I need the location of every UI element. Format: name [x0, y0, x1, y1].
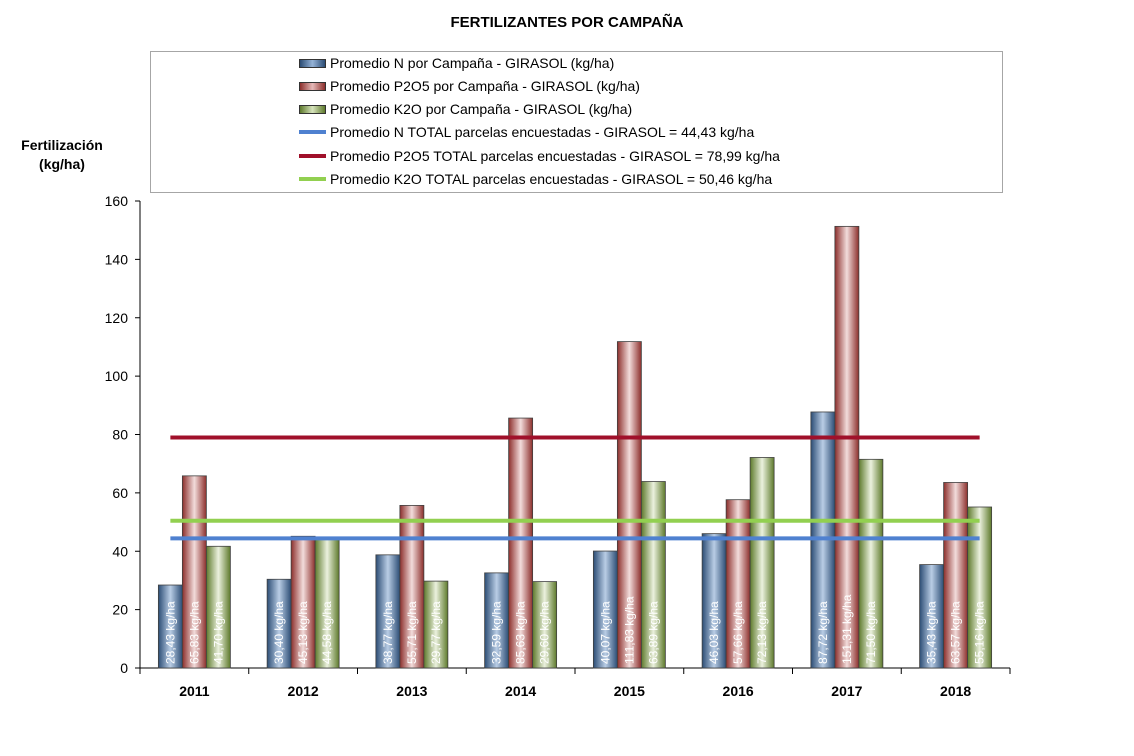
legend-label: Promedio N TOTAL parcelas encuestadas - … [330, 124, 755, 140]
bar-s1-2018 [943, 482, 969, 669]
bar-s2-2012 [314, 537, 340, 669]
chart-title: FERTILIZANTES POR CAMPAÑA [450, 14, 684, 31]
y-axis-label-line1: Fertilización [21, 137, 103, 153]
bar-s0-2012 [266, 578, 292, 669]
bar-data-label: 28,43 kg/ha [163, 601, 177, 664]
bar-s1-2015 [616, 341, 642, 669]
x-tick-label: 2017 [831, 683, 862, 699]
bar-s2-2018 [967, 506, 993, 669]
bar-s1-2017 [834, 225, 860, 669]
bar-data-label: 44,58 kg/ha [320, 601, 334, 664]
legend-swatch-k2o [299, 104, 326, 114]
y-tick-label: 40 [112, 543, 128, 559]
bar-data-label: 151,31 kg/ha [840, 594, 854, 664]
y-tick-label: 20 [112, 602, 128, 618]
y-tick-label: 120 [105, 310, 129, 326]
bar-data-label: 87,72 kg/ha [816, 601, 830, 664]
bar-data-label: 57,66 kg/ha [731, 601, 745, 664]
bar-s0-2014 [484, 572, 510, 669]
legend-label: Promedio P2O5 por Campaña - GIRASOL (kg/… [330, 78, 640, 94]
bar-data-label: 72,13 kg/ha [755, 601, 769, 664]
bar-s2-2016 [749, 457, 775, 669]
y-tick-label: 100 [105, 368, 129, 384]
bar-data-label: 46,03 kg/ha [707, 601, 721, 664]
bar-s2-2013 [423, 580, 449, 669]
bar-data-label: 63,89 kg/ha [646, 601, 660, 664]
bar-s0-2018 [919, 564, 945, 669]
bar-s2-2014 [532, 581, 558, 669]
x-tick-label: 2018 [940, 683, 971, 699]
bar-data-label: 65,83 kg/ha [187, 601, 201, 664]
x-tick-label: 2011 [179, 683, 210, 699]
bar-data-label: 71,50 kg/ha [864, 601, 878, 664]
x-tick-label: 2015 [614, 683, 645, 699]
bar-data-label: 38,77 kg/ha [381, 601, 395, 664]
x-tick-label: 2016 [723, 683, 754, 699]
legend-item-n-bar: Promedio N por Campaña - GIRASOL (kg/ha) [299, 53, 614, 73]
bar-data-label: 85,63 kg/ha [514, 601, 528, 664]
legend-item-k2o-line: Promedio K2O TOTAL parcelas encuestadas … [299, 169, 772, 189]
bar-data-label: 29,60 kg/ha [538, 601, 552, 664]
legend-label: Promedio K2O por Campaña - GIRASOL (kg/h… [330, 101, 633, 117]
legend-line-p2o5 [299, 154, 326, 158]
legend-line-k2o [299, 177, 326, 181]
y-tick-label: 80 [112, 427, 128, 443]
y-axis-label-line2: (kg/ha) [39, 156, 85, 172]
legend-item-p2o5-bar: Promedio P2O5 por Campaña - GIRASOL (kg/… [299, 76, 640, 96]
legend-label: Promedio P2O5 TOTAL parcelas encuestadas… [330, 148, 780, 164]
bar-data-label: 40,07 kg/ha [598, 601, 612, 664]
bar-s0-2016 [701, 533, 727, 669]
legend-line-n [299, 130, 326, 134]
legend-item-p2o5-line: Promedio P2O5 TOTAL parcelas encuestadas… [299, 146, 780, 166]
bar-data-label: 30,40 kg/ha [272, 601, 286, 664]
x-tick-label: 2013 [396, 683, 427, 699]
bar-s0-2015 [592, 550, 618, 669]
bar-data-label: 63,57 kg/ha [949, 601, 963, 664]
y-tick-label: 60 [112, 485, 128, 501]
legend-swatch-p2o5 [299, 81, 326, 91]
x-tick-label: 2014 [505, 683, 536, 699]
legend-label: Promedio N por Campaña - GIRASOL (kg/ha) [330, 55, 615, 71]
bar-data-label: 55,16 kg/ha [973, 601, 987, 664]
y-axis-label: Fertilización (kg/ha) [10, 136, 114, 174]
bar-s2-2011 [205, 545, 231, 669]
bar-data-label: 29,77 kg/ha [429, 601, 443, 664]
bar-s2-2017 [858, 458, 884, 669]
legend-item-k2o-bar: Promedio K2O por Campaña - GIRASOL (kg/h… [299, 99, 632, 119]
bar-data-label: 111,83 kg/ha [622, 596, 636, 664]
bar-s1-2013 [399, 504, 425, 669]
bar-data-label: 41,70 kg/ha [211, 601, 225, 664]
y-tick-label: 160 [105, 193, 129, 209]
legend-label: Promedio K2O TOTAL parcelas encuestadas … [330, 171, 773, 187]
bar-data-label: 55,71 kg/ha [405, 601, 419, 664]
bar-s1-2012 [290, 535, 316, 669]
legend-swatch-n [299, 58, 326, 68]
bar-s1-2016 [725, 499, 751, 669]
bar-s0-2011 [157, 584, 183, 669]
y-tick-label: 140 [105, 251, 129, 267]
bar-data-label: 32,59 kg/ha [490, 601, 504, 664]
bar-data-label: 45,13 kg/ha [296, 601, 310, 664]
x-tick-label: 2012 [288, 683, 319, 699]
legend-item-n-line: Promedio N TOTAL parcelas encuestadas - … [299, 122, 754, 142]
y-tick-label: 0 [120, 660, 128, 676]
bar-s1-2014 [508, 417, 534, 669]
legend: Promedio N por Campaña - GIRASOL (kg/ha)… [150, 51, 1003, 193]
bar-s2-2015 [640, 481, 666, 669]
bar-data-label: 35,43 kg/ha [925, 601, 939, 664]
